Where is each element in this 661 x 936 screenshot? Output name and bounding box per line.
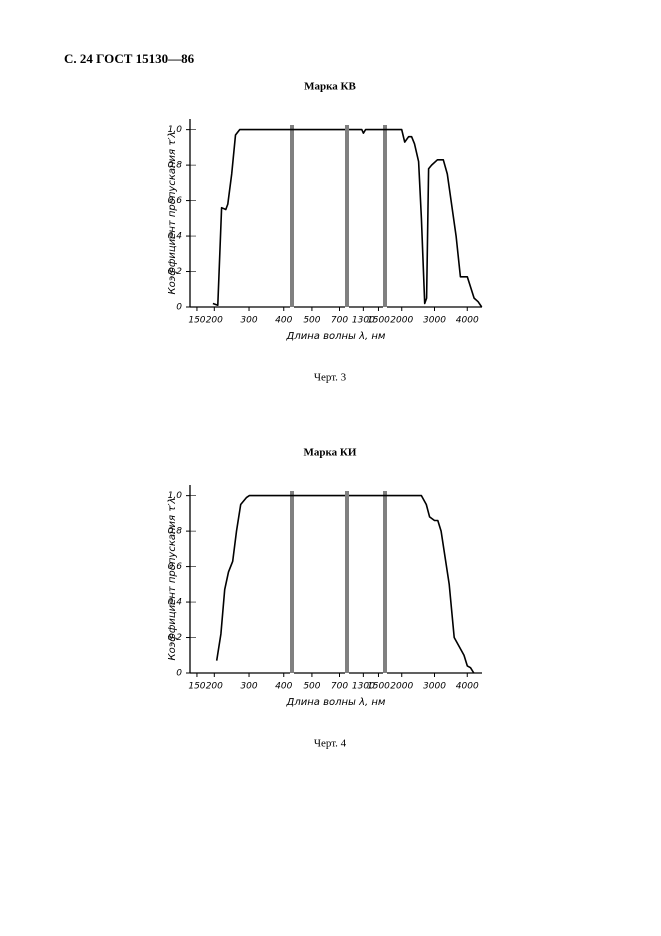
chart-title: Марка КВ <box>304 81 356 93</box>
y-tick-label: 0,2 <box>168 633 183 643</box>
x-axis-label: Длина волны λ, нм <box>286 331 386 342</box>
y-tick-label: 0,2 <box>168 267 183 277</box>
y-tick-label: 0,6 <box>168 562 183 572</box>
x-tick-label: 150 <box>188 682 205 692</box>
x-tick-label: 500 <box>303 682 320 692</box>
x-tick-label: 1500 <box>367 682 390 692</box>
x-tick-label: 3000 <box>423 682 446 692</box>
data-line <box>215 494 475 674</box>
x-tick-label: 3000 <box>423 316 446 326</box>
x-tick-label: 2000 <box>390 316 413 326</box>
y-tick-label: 0,4 <box>168 232 183 242</box>
x-tick-label: 150 <box>188 316 205 326</box>
x-tick-label: 300 <box>240 682 257 692</box>
x-tick-label: 700 <box>331 682 348 692</box>
x-tick-label: 1300 <box>352 682 375 692</box>
x-tick-label: 4000 <box>456 682 479 692</box>
chart-caption: Черт. 3 <box>314 372 347 384</box>
x-tick-label: 700 <box>331 316 348 326</box>
y-tick-label: 0,4 <box>168 598 183 608</box>
y-tick-label: 0 <box>176 669 182 679</box>
x-tick-label: 1500 <box>367 316 390 326</box>
y-axis-label: Коэффициент пропускания τ′λ <box>167 132 178 295</box>
data-line <box>212 128 483 308</box>
y-tick-label: 0,8 <box>168 527 183 537</box>
y-tick-label: 1,0 <box>168 125 183 135</box>
x-axis-label: Длина волны λ, нм <box>286 697 386 708</box>
x-tick-label: 400 <box>275 682 292 692</box>
x-tick-label: 4000 <box>456 316 479 326</box>
x-tick-label: 400 <box>275 316 292 326</box>
y-tick-label: 1,0 <box>168 491 183 501</box>
y-tick-label: 0,8 <box>168 161 183 171</box>
y-tick-label: 0 <box>176 303 182 313</box>
x-tick-label: 300 <box>240 316 257 326</box>
y-axis-label: Коэффициент пропускания τ′λ <box>167 498 178 661</box>
page-header: С. 24 ГОСТ 15130—86 <box>64 51 195 66</box>
x-tick-label: 500 <box>303 316 320 326</box>
chart-caption: Черт. 4 <box>314 738 347 750</box>
x-tick-label: 1300 <box>352 316 375 326</box>
x-tick-label: 200 <box>206 682 223 692</box>
x-tick-label: 200 <box>206 316 223 326</box>
chart-title: Марка КИ <box>304 447 357 459</box>
x-tick-label: 2000 <box>390 682 413 692</box>
y-tick-label: 0,6 <box>168 196 183 206</box>
